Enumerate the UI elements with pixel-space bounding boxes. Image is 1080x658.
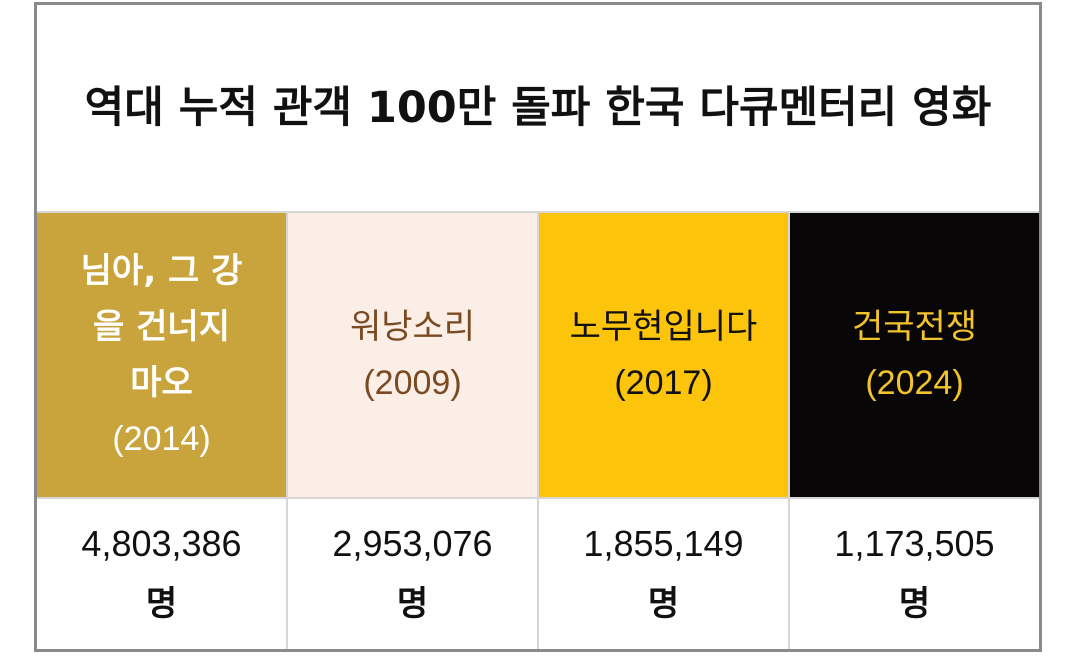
film-cell-3: 노무현입니다 (2017) [537,213,788,497]
film-cell-1: 님아, 그 강을 건너지 마오 (2014) [37,213,286,497]
film-year: (2014) [112,420,211,458]
audience-count: 1,173,505 [834,523,995,564]
audience-unit: 명 [396,584,429,624]
documentary-table: 님아, 그 강을 건너지 마오 (2014) 워낭소리 (2009) 노무현입니… [37,211,1039,649]
audience-count: 4,803,386 [81,523,242,564]
audience-row: 4,803,386 명 2,953,076 명 1,855,149 명 1,17… [37,497,1039,649]
infographic-card: 역대 누적 관객 100만 돌파 한국 다큐멘터리 영화 님아, 그 강을 건너… [34,2,1042,652]
film-year: (2024) [865,364,964,402]
audience-cell-2: 2,953,076 명 [286,499,537,649]
audience-unit: 명 [145,584,178,624]
audience-cell-4: 1,173,505 명 [788,499,1039,649]
audience-unit: 명 [647,584,680,624]
film-name: 건국전쟁 [851,307,978,347]
film-year: (2009) [363,364,462,402]
audience-unit: 명 [898,584,931,624]
page-title: 역대 누적 관객 100만 돌파 한국 다큐멘터리 영화 [84,83,992,133]
audience-count: 2,953,076 [332,523,493,564]
film-year: (2017) [614,364,713,402]
film-name: 워낭소리 [349,307,476,347]
audience-cell-3: 1,855,149 명 [537,499,788,649]
audience-cell-1: 4,803,386 명 [37,499,286,649]
film-name: 님아, 그 강을 건너지 마오 [80,251,243,403]
audience-count: 1,855,149 [583,523,744,564]
film-header-row: 님아, 그 강을 건너지 마오 (2014) 워낭소리 (2009) 노무현입니… [37,213,1039,497]
film-cell-2: 워낭소리 (2009) [286,213,537,497]
film-cell-4: 건국전쟁 (2024) [788,213,1039,497]
film-name: 노무현입니다 [569,307,758,347]
